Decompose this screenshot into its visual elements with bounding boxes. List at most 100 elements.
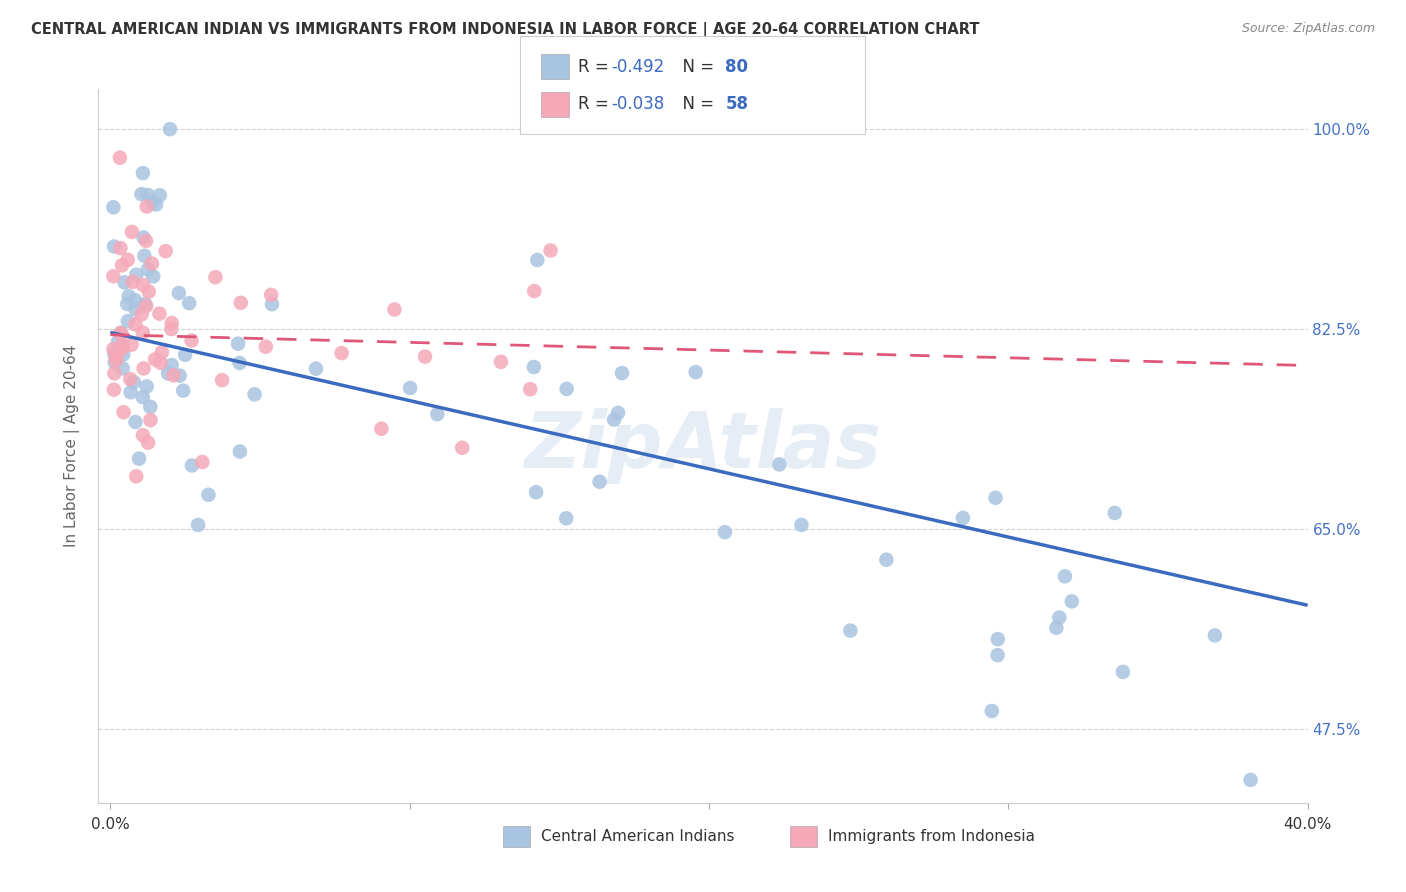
- Point: [1053, 569, 1076, 583]
- Point: [148, 307, 170, 321]
- Point: [610, 366, 633, 380]
- Point: [305, 361, 328, 376]
- Point: [523, 284, 546, 298]
- Text: N =: N =: [672, 58, 720, 76]
- Point: [104, 355, 127, 369]
- Point: [110, 326, 132, 341]
- Point: [138, 285, 160, 299]
- Point: [105, 353, 128, 368]
- Point: [103, 343, 125, 357]
- Point: [243, 387, 266, 401]
- Point: [115, 297, 138, 311]
- Point: [523, 359, 546, 374]
- Point: [685, 365, 707, 379]
- Point: [131, 307, 153, 321]
- Point: [118, 289, 141, 303]
- Point: [111, 341, 134, 355]
- Text: R =: R =: [578, 58, 614, 76]
- Point: [149, 356, 172, 370]
- Point: [121, 225, 143, 239]
- Point: [555, 511, 578, 525]
- Point: [107, 344, 129, 359]
- Point: [111, 338, 134, 352]
- Point: [1104, 506, 1126, 520]
- Point: [105, 350, 128, 364]
- Point: [125, 469, 148, 483]
- Point: [132, 428, 155, 442]
- Point: [103, 383, 125, 397]
- Point: [399, 381, 422, 395]
- Point: [180, 334, 202, 348]
- Text: Immigrants from Indonesia: Immigrants from Indonesia: [828, 829, 1035, 844]
- Point: [187, 517, 209, 532]
- Point: [330, 346, 353, 360]
- Point: [426, 407, 449, 421]
- Point: [124, 301, 146, 316]
- Point: [134, 297, 156, 311]
- Point: [110, 326, 132, 340]
- Point: [141, 256, 163, 270]
- Point: [103, 347, 125, 361]
- Point: [226, 336, 249, 351]
- Point: [588, 475, 610, 489]
- Point: [211, 373, 233, 387]
- Point: [174, 348, 197, 362]
- Point: [169, 368, 191, 383]
- Point: [229, 444, 252, 458]
- Point: [172, 384, 194, 398]
- Point: [139, 413, 162, 427]
- Point: [145, 197, 167, 211]
- FancyBboxPatch shape: [503, 826, 530, 847]
- Point: [124, 293, 146, 307]
- Point: [135, 199, 157, 213]
- Point: [110, 326, 132, 341]
- Point: [1047, 610, 1070, 624]
- Point: [132, 326, 155, 340]
- Point: [135, 299, 157, 313]
- Point: [132, 166, 155, 180]
- Point: [790, 517, 813, 532]
- Point: [111, 258, 134, 272]
- Point: [1204, 628, 1226, 642]
- Point: [714, 525, 737, 540]
- Point: [875, 552, 897, 566]
- Point: [117, 252, 139, 267]
- Point: [162, 368, 184, 383]
- Point: [952, 511, 974, 525]
- Text: ZipAtlas: ZipAtlas: [524, 408, 882, 484]
- Point: [524, 485, 547, 500]
- Point: [132, 390, 155, 404]
- Point: [229, 295, 252, 310]
- Text: -0.038: -0.038: [612, 95, 665, 113]
- Point: [160, 322, 183, 336]
- Text: CENTRAL AMERICAN INDIAN VS IMMIGRANTS FROM INDONESIA IN LABOR FORCE | AGE 20-64 : CENTRAL AMERICAN INDIAN VS IMMIGRANTS FR…: [31, 22, 980, 38]
- Point: [384, 302, 406, 317]
- Point: [108, 151, 131, 165]
- Point: [987, 648, 1010, 662]
- Point: [110, 241, 132, 255]
- Point: [136, 435, 159, 450]
- Point: [103, 269, 125, 284]
- Point: [155, 244, 177, 259]
- Point: [555, 382, 578, 396]
- Point: [197, 488, 219, 502]
- Point: [987, 632, 1010, 646]
- Point: [125, 268, 148, 282]
- Point: [160, 358, 183, 372]
- Point: [181, 458, 204, 473]
- Y-axis label: In Labor Force | Age 20-64: In Labor Force | Age 20-64: [63, 345, 80, 547]
- Point: [228, 356, 250, 370]
- Point: [122, 375, 145, 389]
- Text: N =: N =: [672, 95, 720, 113]
- Point: [128, 451, 150, 466]
- Point: [134, 249, 156, 263]
- Point: [370, 422, 392, 436]
- Point: [179, 296, 201, 310]
- Point: [540, 244, 562, 258]
- Point: [124, 318, 146, 332]
- Point: [120, 385, 142, 400]
- Point: [159, 122, 181, 136]
- Point: [260, 297, 283, 311]
- Point: [132, 361, 155, 376]
- Text: 58: 58: [725, 95, 748, 113]
